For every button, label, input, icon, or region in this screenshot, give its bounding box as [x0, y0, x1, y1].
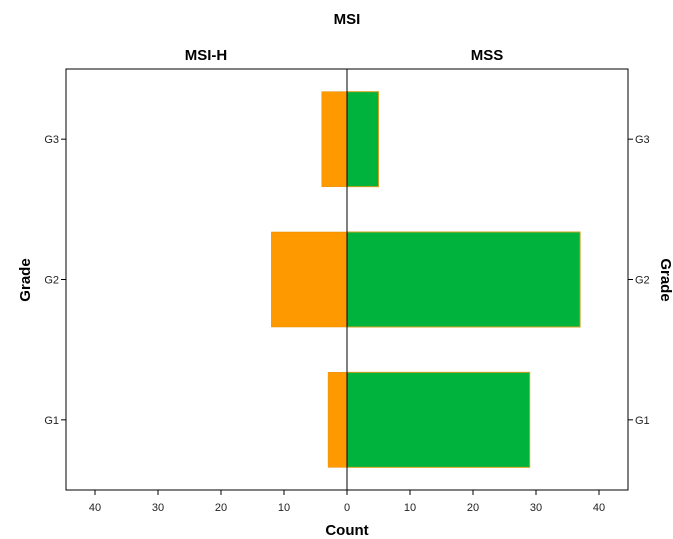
bar-mss-g3	[346, 91, 379, 188]
left-panel-label: MSI-H	[185, 47, 228, 64]
x-tick-label-left-30: 30	[152, 502, 164, 514]
y-tick-label-right-g1: G1	[635, 415, 650, 427]
bar-msi-h-g2	[271, 231, 348, 328]
chart-title: MSI	[334, 11, 361, 28]
bar-msi-h-g3	[321, 91, 348, 187]
x-axis-label: Count	[325, 522, 368, 539]
bar-mss-g2	[346, 231, 581, 328]
y-axis-label-right: Grade	[657, 258, 673, 301]
x-tick-label-right-30: 30	[530, 502, 542, 514]
y-tick-label-left-g3: G3	[44, 134, 59, 146]
bar-mss-g1	[346, 371, 531, 468]
right-panel-label: MSS	[471, 47, 504, 64]
y-axis-label-left: Grade	[17, 258, 34, 301]
y-tick-label-right-g3: G3	[635, 134, 650, 146]
x-tick-label-left-20: 20	[215, 502, 227, 514]
x-tick-label-left-0: 0	[344, 502, 350, 514]
plot-area: G1 G1 G2 G2 G3 G3 40 30 20 10 0 10 20 30 40	[44, 68, 650, 514]
y-tick-label-left-g1: G1	[44, 415, 59, 427]
y-tick-label-left-g2: G2	[44, 275, 59, 287]
bar-msi-h-g1	[327, 372, 348, 468]
x-tick-label-left-10: 10	[278, 502, 290, 514]
x-tick-label-right-20: 20	[467, 502, 479, 514]
x-tick-label-right-10: 10	[404, 502, 416, 514]
y-tick-label-right-g2: G2	[635, 275, 650, 287]
x-tick-label-left-40: 40	[89, 502, 101, 514]
x-tick-label-right-40: 40	[593, 502, 605, 514]
